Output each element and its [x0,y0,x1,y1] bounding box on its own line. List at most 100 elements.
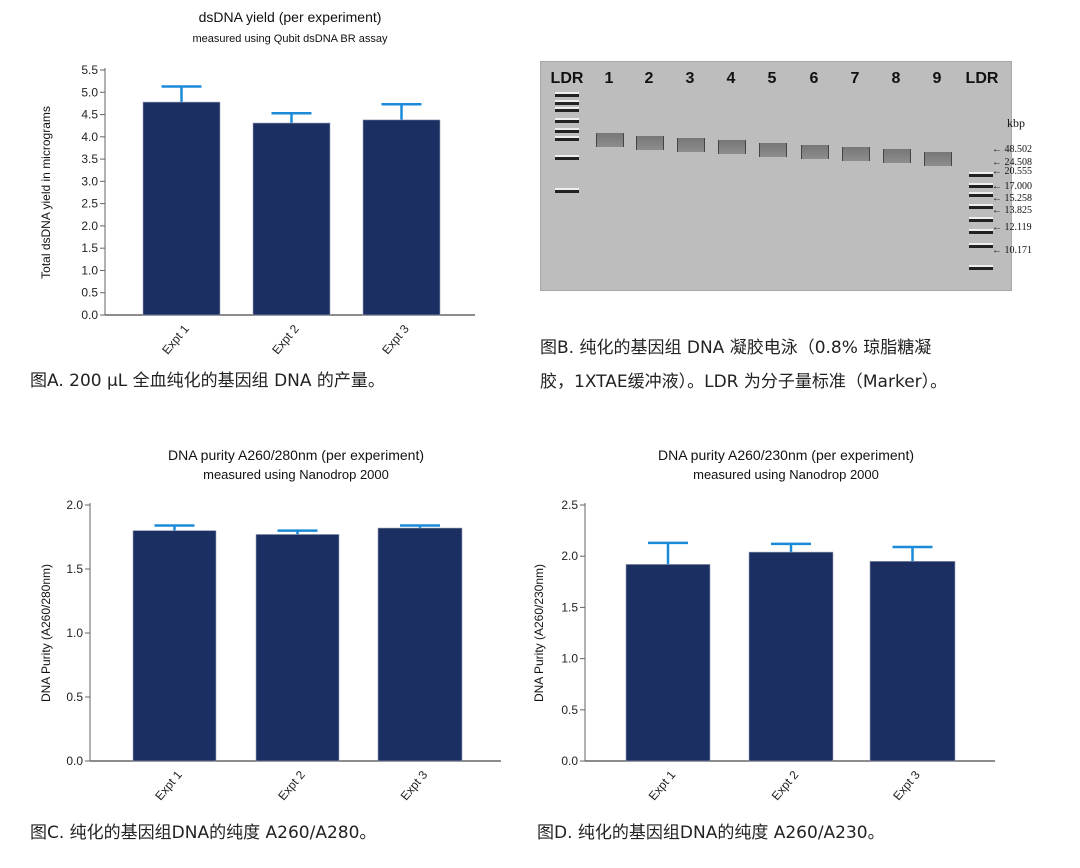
chart-a-xtick-label: Expt 2 [269,322,302,357]
gel-ladder-band [555,190,579,193]
chart-a-ytick-label: 1.0 [81,263,98,277]
gel-ladder-band [555,130,579,133]
chart-a-ytick-label: 3.0 [81,174,98,188]
chart-d-ytick-label: 2.0 [561,549,578,563]
chart-a-ytick-label: 4.5 [81,108,98,122]
chart-c-ytick-label: 2.0 [66,498,83,512]
chart-c-ytick-label: 1.5 [66,562,83,576]
chart-d-xtick-label: Expt 3 [890,768,923,803]
gel-marker-size-label: ← 48.502 [992,144,1032,155]
chart-a-xtick-label: Expt 1 [159,322,192,357]
gel-ladder-band [969,185,993,188]
gel-ladder-band [555,120,579,123]
chart-d-ytick-label: 0.0 [561,754,578,768]
gel-marker-size-label: ← 10.171 [992,245,1032,256]
gel-sample-band [596,133,624,148]
chart-a-subtitle: measured using Qubit dsDNA BR assay [192,33,388,45]
chart-d-ytick-label: 2.5 [561,498,578,512]
gel-ladder-band [969,219,993,222]
chart-d-ytick-label: 1.5 [561,600,578,614]
chart-a-ylabel: Total dsDNA yield in micrograms [39,106,53,279]
gel-lane-label: 4 [726,70,736,87]
gel-image: LDR 1 2 3 4 5 6 7 8 9 LDR [540,61,1012,291]
gel-sample-band [842,147,870,162]
gel-ladder-band [555,138,579,141]
gel-marker-size-label: ← 24.508 [992,157,1032,168]
caption-a: 图A. 200 µL 全血纯化的基因组 DNA 的产量。 [30,371,385,391]
chart-c-bar [132,530,217,762]
chart-a-ytick-label: 0.5 [81,286,98,300]
gel-lane-label: 7 [850,70,860,87]
chart-a-ytick-label: 0.0 [81,308,98,322]
chart-a-bar [252,122,331,316]
gel-lane-label: LDR [965,70,999,87]
gel-ladder-band [555,94,579,97]
chart-a-ytick-label: 1.5 [81,241,98,255]
gel-lane-label: 2 [644,70,654,87]
chart-d-xtick-label: Expt 2 [769,768,802,803]
chart-d-ytick-label: 0.5 [561,703,578,717]
caption-c: 图C. 纯化的基因组DNA的纯度 A260/A280。 [30,823,377,843]
chart-d-bar [625,564,711,762]
gel-lane-label: 1 [604,70,614,87]
gel-ladder-band [969,245,993,248]
chart-a-bar [362,119,441,316]
gel-marker-size-label: ← 15.258 [992,193,1032,204]
gel-marker-size-label: ← 17.000 [992,181,1032,192]
chart-c-xtick-label: Expt 1 [152,768,185,803]
kbp-unit-label: kbp [1007,116,1025,130]
gel-lane-label: 3 [685,70,695,87]
caption-b-line2: 胶，1XTAE缓冲液）。LDR 为分子量标准（Marker）。 [540,372,948,392]
gel-ladder-band [555,109,579,112]
chart-c-ytick-label: 0.0 [66,754,83,768]
chart-d-bar [869,561,956,762]
gel-sample-band [718,140,746,155]
gel-sample-band [883,149,911,164]
gel-ladder-band [555,102,579,105]
gel-sample-band [924,151,952,166]
chart-d-subtitle: measured using Nanodrop 2000 [693,467,879,482]
chart-c-xtick-label: Expt 2 [275,768,308,803]
gel-sample-band [677,137,705,152]
gel-ladder-band [969,206,993,209]
caption-b-line1: 图B. 纯化的基因组 DNA 凝胶电泳（0.8% 琼脂糖凝 [540,338,932,358]
chart-c-ylabel: DNA Purity (A260/280nm) [39,564,53,702]
chart-c-ytick-label: 1.0 [66,626,83,640]
chart-d-ytick-label: 1.0 [561,652,578,666]
chart-c-bar [255,534,340,762]
gel-marker-size-label: ← 12.119 [992,222,1032,233]
gel-marker-size-label: ← 13.825 [992,205,1032,216]
gel-ladder-band [969,231,993,234]
chart-a-ytick-label: 2.5 [81,197,98,211]
gel-ladder-band [969,267,993,270]
chart-c-xtick-label: Expt 3 [398,768,431,803]
chart-a-ytick-label: 4.0 [81,130,98,144]
gel-lane-label: 8 [891,70,901,87]
chart-c-subtitle: measured using Nanodrop 2000 [203,467,389,482]
chart-c-ytick-label: 0.5 [66,690,83,704]
gel-lane-label: 9 [932,70,942,87]
chart-d-ylabel: DNA Purity (A260/230nm) [532,564,546,702]
gel-sample-band [801,144,829,159]
chart-a-title: dsDNA yield (per experiment) [199,9,382,25]
chart-a-ytick-label: 5.5 [81,63,98,77]
caption-d: 图D. 纯化的基因组DNA的纯度 A260/A230。 [537,823,885,843]
chart-d-bar [748,551,834,762]
gel-ladder-band [969,174,993,177]
gel-lane-label: 5 [767,70,777,87]
gel-ladder-band [969,194,993,197]
chart-d-title: DNA purity A260/230nm (per experiment) [658,447,914,463]
gel-sample-band [636,135,664,150]
gel-lane-label: 6 [809,70,819,87]
gel-ladder-band [555,157,579,160]
chart-a-ytick-label: 5.0 [81,85,98,99]
gel-sample-band [759,142,787,157]
chart-a-xtick-label: Expt 3 [379,322,412,357]
chart-c-title: DNA purity A260/280nm (per experiment) [168,447,424,463]
chart-a-bar [142,101,221,316]
chart-a-ytick-label: 3.5 [81,152,98,166]
gel-lane-label: LDR [550,70,584,87]
chart-c-bar [377,527,463,762]
chart-d-xtick-label: Expt 1 [646,768,679,803]
